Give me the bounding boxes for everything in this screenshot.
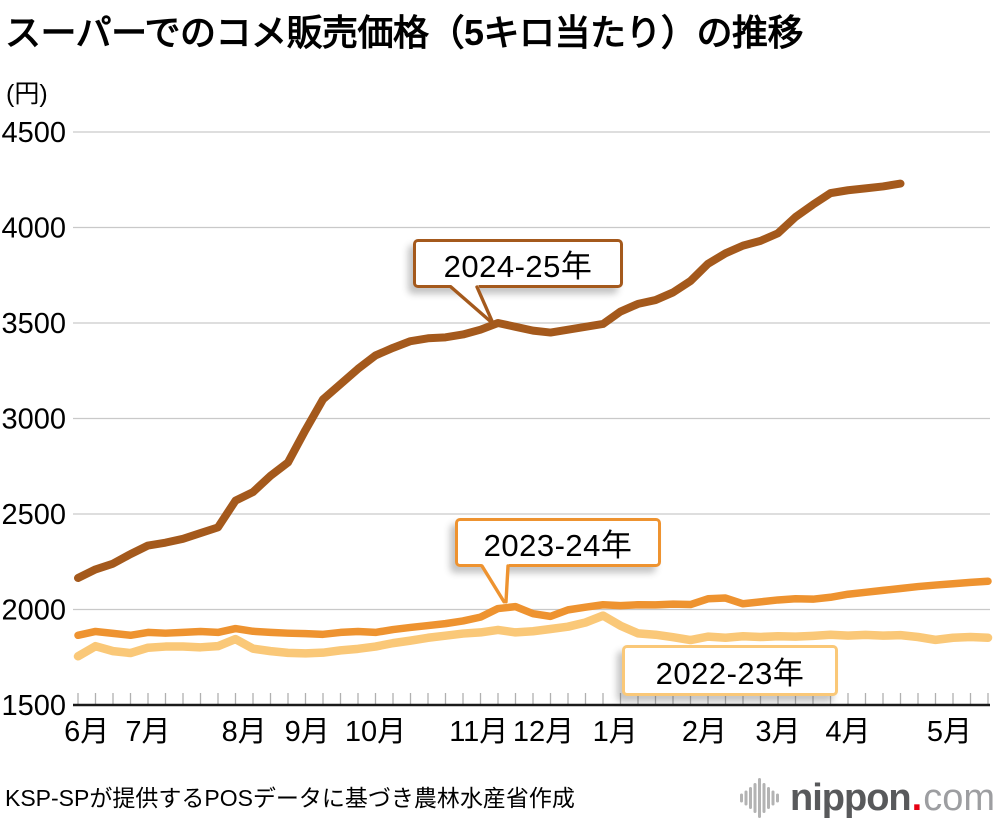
y-tick-label: 4500 xyxy=(1,117,66,149)
logo-text-nippon: nippon xyxy=(790,776,912,819)
x-month-label: 4月 xyxy=(825,716,870,748)
x-month-label: 2月 xyxy=(682,716,727,748)
callout-2022-23: 2022-23年 xyxy=(622,645,838,696)
callout-2023-24: 2023-24年 xyxy=(455,518,661,567)
page-title: スーパーでのコメ販売価格（5キロ当たり）の推移 xyxy=(5,12,804,53)
callout-label-2023-24: 2023-24年 xyxy=(483,528,633,563)
x-week-ticks xyxy=(77,693,989,704)
nippon-com-logo: nippon. com xyxy=(739,776,995,820)
series-line-2022-23年 xyxy=(73,611,993,661)
x-month-labels: 6月 7月 8月 9月 10月 11月 12月 1月 2月 3月 4月 5月 xyxy=(64,716,972,748)
y-axis-unit-label: (円) xyxy=(6,80,48,108)
y-tick-label: 3500 xyxy=(1,308,66,340)
x-month-label: 6月 xyxy=(64,716,109,748)
y-tick-label: 2000 xyxy=(1,595,66,627)
callout-label-2024-25: 2024-25年 xyxy=(443,249,593,284)
x-month-label: 11月 xyxy=(449,716,508,748)
x-month-label: 3月 xyxy=(755,716,800,748)
logo-dot: . xyxy=(911,776,923,819)
callout-label-2022-23: 2022-23年 xyxy=(655,656,805,691)
y-tick-label: 4000 xyxy=(1,213,66,245)
x-month-label: 7月 xyxy=(125,716,170,748)
soundwave-icon xyxy=(740,778,780,818)
x-month-label: 8月 xyxy=(222,716,267,748)
x-month-label: 12月 xyxy=(513,716,574,748)
callout-2024-25: 2024-25年 xyxy=(413,239,623,288)
y-tick-label: 1500 xyxy=(1,690,66,722)
x-month-label: 9月 xyxy=(285,716,330,748)
x-month-label: 5月 xyxy=(927,716,972,748)
logo-text-com: com xyxy=(923,776,995,819)
x-month-label: 10月 xyxy=(345,716,406,748)
series-lines xyxy=(73,179,993,661)
y-tick-label: 2500 xyxy=(1,499,66,531)
series-line-2023-24年 xyxy=(74,577,992,640)
y-tick-label: 3000 xyxy=(1,404,66,436)
source-note: KSP-SPが提供するPOSデータに基づき農林水産省作成 xyxy=(5,785,575,811)
series-line-2024-25年 xyxy=(74,179,905,582)
y-tick-labels: 1500 2000 2500 3000 3500 4000 4500 xyxy=(1,117,66,722)
x-month-label: 1月 xyxy=(593,716,638,748)
